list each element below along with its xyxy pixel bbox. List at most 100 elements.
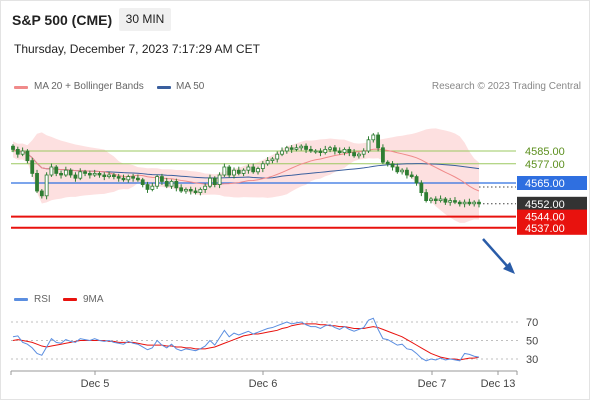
candle-body	[174, 180, 179, 189]
x-tick-label: Dec 5	[81, 378, 110, 390]
x-tick-label: Dec 7	[418, 378, 447, 390]
instrument-title: S&P 500 (CME)	[12, 12, 113, 28]
timeframe-badge[interactable]: 30 MIN	[119, 8, 171, 31]
ma20-line	[12, 148, 480, 192]
candle-body	[25, 150, 30, 161]
candle-body	[381, 147, 385, 163]
ma20-legend-swatch	[14, 86, 28, 89]
candle-body	[356, 153, 361, 157]
candle-body	[193, 190, 198, 193]
candle-body	[246, 166, 251, 171]
candle-body	[140, 179, 145, 186]
candle-body	[107, 174, 111, 177]
rsi-legend-label: RSI	[34, 294, 51, 305]
candle-body	[164, 180, 169, 187]
projection-arrow-head	[503, 262, 515, 274]
candle-body	[59, 172, 63, 176]
candle-body	[352, 152, 356, 157]
ma9-legend-swatch	[63, 298, 77, 301]
candle-body	[289, 147, 294, 150]
candle-body	[385, 161, 390, 165]
candle-body	[328, 147, 332, 150]
candle-body	[323, 148, 328, 153]
candle-body	[366, 139, 371, 152]
candle-body	[265, 160, 270, 165]
candle-body	[424, 192, 429, 202]
candle-body	[462, 201, 467, 205]
candle-body	[116, 176, 121, 179]
candle-body	[49, 166, 54, 176]
candle-body	[457, 201, 462, 205]
candle-body	[97, 172, 102, 176]
candle-body	[203, 185, 208, 190]
candle-body	[308, 148, 313, 152]
x-tick-label: Dec 13	[481, 378, 516, 390]
candle-body	[102, 174, 107, 177]
price-level-label: 4585.00	[525, 146, 565, 158]
candle-body	[318, 150, 323, 154]
candle-body	[188, 188, 193, 192]
candle-body	[438, 198, 443, 201]
candle-body	[472, 201, 477, 205]
candle-body	[68, 169, 73, 176]
candle-body	[232, 169, 236, 176]
candle-body	[15, 148, 20, 155]
candle-body	[212, 177, 217, 185]
candle-body	[20, 150, 25, 155]
candle-body	[448, 200, 453, 203]
candle-body	[121, 177, 126, 181]
price-label-box	[517, 176, 587, 190]
candle-body	[251, 166, 256, 173]
candle-body	[390, 163, 395, 168]
candle-body	[208, 177, 212, 187]
candle-body	[169, 180, 174, 187]
candle-body	[304, 145, 308, 150]
price-level-label: 4552.00	[525, 199, 565, 211]
candle-body	[87, 172, 92, 176]
candle-body	[126, 176, 131, 181]
candle-body	[294, 147, 299, 150]
candle-body	[217, 174, 222, 185]
price-label-box	[517, 196, 587, 211]
candle-body	[347, 148, 352, 153]
candle-body	[270, 158, 275, 161]
candle-body	[236, 169, 241, 174]
price-level-label: 4577.00	[525, 159, 565, 171]
rsi-tick-label: 50	[526, 336, 538, 348]
ma20-legend-label: MA 20 + Bollinger Bands	[34, 81, 144, 92]
candle-body	[111, 174, 116, 177]
price-level-label: 4544.00	[525, 212, 565, 224]
candle-body	[467, 201, 472, 205]
candle-body	[453, 200, 457, 203]
candle-body	[227, 166, 232, 176]
candle-body	[241, 169, 246, 174]
candle-body	[54, 166, 59, 174]
candle-body	[73, 174, 78, 179]
candle-body	[433, 198, 438, 201]
candle-body	[400, 169, 405, 173]
rsi-tick-label: 30	[526, 354, 538, 366]
rsi-legend-swatch	[14, 298, 28, 301]
candle-body	[337, 150, 342, 154]
candle-body	[83, 171, 87, 174]
x-tick-label: Dec 6	[249, 378, 278, 390]
candle-body	[414, 176, 419, 184]
candle-body	[409, 174, 414, 177]
projection-arrow-shaft	[482, 238, 509, 268]
price-level-label: 4565.00	[525, 178, 565, 190]
candle-body	[371, 134, 376, 141]
candle-body	[150, 185, 155, 190]
ma50-legend-label: MA 50	[176, 81, 205, 92]
candle-body	[136, 177, 140, 181]
candle-body	[405, 169, 409, 176]
price-level-label: 4537.00	[525, 223, 565, 235]
candle-body	[361, 150, 366, 155]
candle-body	[260, 163, 265, 170]
candle-body	[39, 190, 44, 197]
candle-body	[443, 198, 448, 203]
candle-body	[395, 166, 400, 173]
timestamp: Thursday, December 7, 2023 7:17:29 AM CE…	[14, 42, 260, 56]
candle-body	[11, 145, 15, 150]
candle-body	[131, 176, 136, 179]
